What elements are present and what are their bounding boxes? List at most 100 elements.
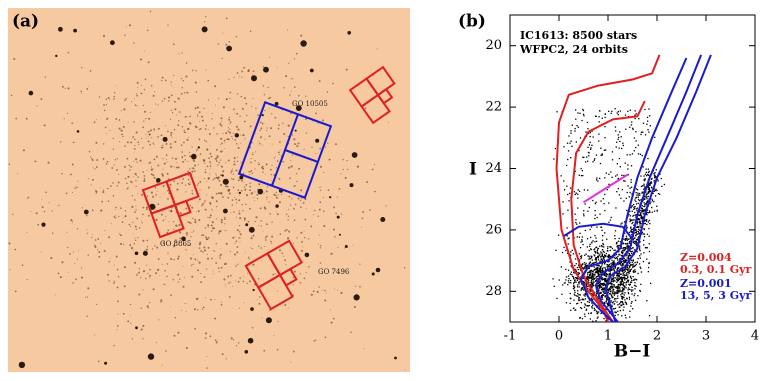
star bbox=[328, 189, 330, 191]
star-point bbox=[633, 129, 634, 130]
star bbox=[218, 98, 219, 99]
star-point bbox=[589, 282, 590, 283]
star-point bbox=[644, 209, 645, 210]
star-point bbox=[600, 163, 601, 164]
star bbox=[178, 98, 180, 100]
star-point bbox=[610, 301, 611, 302]
star-point bbox=[628, 280, 629, 281]
star-point bbox=[647, 121, 648, 122]
star bbox=[177, 162, 178, 163]
star-point bbox=[594, 274, 595, 275]
star bbox=[318, 244, 319, 245]
star-point bbox=[587, 255, 588, 256]
star bbox=[236, 202, 237, 203]
star-point bbox=[621, 175, 622, 176]
star-point bbox=[640, 284, 641, 285]
star bbox=[114, 264, 115, 265]
star bbox=[188, 183, 190, 185]
star bbox=[143, 105, 144, 106]
star-point bbox=[577, 194, 578, 195]
star-point bbox=[638, 203, 639, 204]
star-point bbox=[634, 293, 635, 294]
star-point bbox=[600, 251, 601, 252]
star bbox=[218, 43, 219, 44]
star bbox=[109, 261, 111, 263]
star bbox=[206, 149, 208, 151]
star-point bbox=[654, 211, 655, 212]
star bbox=[210, 163, 211, 164]
star bbox=[137, 82, 139, 84]
star bbox=[151, 166, 152, 167]
star-point bbox=[573, 288, 574, 289]
star-point bbox=[613, 289, 614, 290]
star bbox=[310, 225, 312, 227]
star-point bbox=[636, 231, 637, 232]
star bbox=[234, 157, 236, 159]
star bbox=[234, 139, 236, 141]
star bbox=[189, 168, 190, 169]
star bbox=[95, 239, 97, 241]
star bbox=[208, 227, 209, 228]
star bbox=[206, 141, 207, 142]
star bbox=[251, 237, 253, 239]
star bbox=[167, 253, 168, 254]
star bbox=[109, 100, 110, 101]
star bbox=[290, 160, 291, 161]
star-point bbox=[594, 308, 595, 309]
star bbox=[184, 155, 186, 157]
star bbox=[150, 112, 151, 113]
star-point bbox=[565, 279, 566, 280]
star bbox=[224, 142, 225, 143]
star-point bbox=[635, 131, 636, 132]
star bbox=[250, 307, 254, 311]
star-point bbox=[576, 224, 577, 225]
star bbox=[107, 161, 109, 163]
star bbox=[103, 35, 105, 37]
star-point bbox=[622, 222, 623, 223]
star-point bbox=[567, 235, 568, 236]
star bbox=[148, 131, 150, 133]
star-point bbox=[648, 169, 649, 170]
star bbox=[160, 197, 161, 198]
star-point bbox=[582, 244, 583, 245]
star-point bbox=[634, 285, 635, 286]
star bbox=[153, 142, 154, 143]
star-point bbox=[641, 216, 642, 217]
star-point bbox=[614, 238, 615, 239]
star bbox=[320, 247, 321, 248]
star bbox=[81, 93, 82, 94]
star-point bbox=[606, 239, 607, 240]
star bbox=[174, 101, 176, 103]
star-point bbox=[555, 250, 556, 251]
star-point bbox=[623, 277, 624, 278]
star-point bbox=[651, 178, 652, 179]
star bbox=[135, 226, 137, 228]
star bbox=[294, 86, 296, 88]
star bbox=[260, 129, 262, 131]
star bbox=[103, 158, 105, 160]
star-point bbox=[614, 311, 615, 312]
star bbox=[298, 95, 300, 97]
star bbox=[199, 198, 201, 200]
star bbox=[73, 252, 74, 253]
star bbox=[160, 301, 161, 302]
star-point bbox=[617, 277, 618, 278]
star-point bbox=[649, 262, 650, 263]
star-point bbox=[634, 288, 635, 289]
star-point bbox=[575, 119, 576, 120]
star-point bbox=[627, 185, 628, 186]
star bbox=[223, 179, 229, 185]
star bbox=[167, 162, 168, 163]
star-point bbox=[625, 271, 626, 272]
star bbox=[294, 58, 295, 59]
star-point bbox=[634, 199, 635, 200]
star-point bbox=[627, 257, 628, 258]
star bbox=[173, 279, 174, 280]
star-point bbox=[635, 147, 636, 148]
star bbox=[115, 159, 116, 160]
star-point bbox=[586, 254, 587, 255]
star bbox=[136, 218, 138, 220]
star-point bbox=[658, 180, 659, 181]
star-point bbox=[555, 148, 556, 149]
star bbox=[311, 147, 312, 148]
